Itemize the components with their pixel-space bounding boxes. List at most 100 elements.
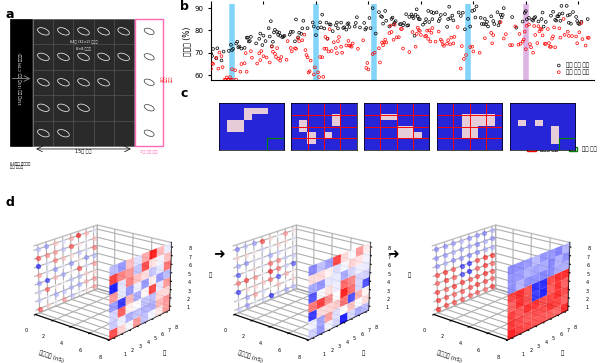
숨김 기능 포함: [505, 42, 515, 48]
숨김 기능 제외: [435, 16, 445, 22]
숨김 기능 포함: [467, 44, 477, 49]
숨김 기능 포함: [550, 44, 560, 50]
숨김 기능 제외: [219, 49, 229, 54]
숨김 기능 포함: [446, 35, 456, 41]
숨김 기능 포함: [314, 74, 324, 80]
Bar: [559, 138, 575, 150]
숨김 기능 제외: [539, 24, 548, 29]
숨김 기능 포함: [554, 25, 564, 31]
Text: 32개
시냅스
변환도: 32개 시냅스 변환도: [160, 75, 173, 82]
숨김 기능 포함: [572, 40, 582, 46]
숨김 기능 제외: [460, 26, 470, 32]
숨김 기능 포함: [386, 23, 395, 28]
숨김 기능 제외: [291, 17, 301, 23]
숨김 기능 포함: [303, 54, 313, 60]
숨김 기능 포함: [337, 50, 347, 56]
숨김 기능 포함: [347, 44, 356, 50]
숨김 기능 제외: [546, 13, 556, 19]
숨김 기능 포함: [535, 28, 544, 34]
숨김 기능 제외: [533, 19, 543, 24]
숨김 기능 제외: [470, 7, 479, 13]
숨김 기능 제외: [331, 23, 341, 28]
숨김 기능 포함: [434, 29, 443, 34]
숨김 기능 제외: [482, 19, 492, 25]
숨김 기능 포함: [241, 50, 250, 56]
숨김 기능 포함: [320, 34, 330, 40]
숨김 기능 제외: [316, 20, 325, 25]
숨김 기능 포함: [218, 64, 227, 70]
숨김 기능 제외: [466, 24, 475, 29]
Text: ➜: ➜: [387, 247, 399, 261]
숨김 기능 포함: [290, 45, 300, 51]
숨김 기능 제외: [550, 17, 560, 23]
숨김 기능 포함: [380, 37, 390, 42]
숨김 기능 제외: [490, 21, 499, 27]
숨김 기능 제외: [365, 25, 375, 31]
숨김 기능 포함: [346, 43, 355, 49]
숨김 기능 제외: [391, 18, 400, 24]
숨김 기능 포함: [379, 40, 389, 45]
숨김 기능 포함: [257, 48, 266, 54]
숨김 기능 제외: [345, 24, 355, 30]
숨김 기능 제외: [378, 21, 388, 26]
숨김 기능 제외: [487, 13, 496, 19]
숨김 기능 포함: [519, 37, 529, 42]
숨김 기능 제외: [245, 38, 254, 44]
숨김 기능 제외: [493, 9, 502, 15]
숨김 기능 포함: [272, 45, 282, 51]
숨김 기능 제외: [399, 20, 409, 26]
숨김 기능 제외: [286, 29, 296, 35]
숨김 기능 제외: [382, 18, 391, 24]
숨김 기능 제외: [568, 9, 578, 15]
숨김 기능 제외: [541, 19, 551, 25]
숨김 기능 제외: [413, 13, 422, 19]
숨김 기능 제외: [554, 11, 564, 17]
숨김 기능 포함: [230, 67, 240, 73]
숨김 기능 제외: [288, 29, 298, 35]
숨김 기능 제외: [477, 21, 487, 27]
숨김 기능 포함: [345, 43, 355, 49]
숨김 기능 제외: [495, 19, 505, 25]
숨김 기능 포함: [547, 36, 557, 42]
숨김 기능 제외: [316, 24, 326, 30]
숨김 기능 제외: [496, 12, 505, 18]
숨김 기능 포함: [374, 45, 383, 51]
숨김 기능 제외: [449, 17, 458, 23]
숨김 기능 제외: [340, 24, 349, 30]
숨김 기능 포함: [298, 37, 307, 43]
숨김 기능 제외: [571, 14, 581, 20]
숨김 기능 제외: [566, 21, 576, 26]
숨김 기능 포함: [424, 28, 434, 33]
Bar: [486, 138, 502, 150]
숨김 기능 제외: [267, 43, 277, 49]
숨김 기능 제외: [224, 48, 233, 54]
숨김 기능 제외: [211, 56, 221, 61]
숨김 기능 포함: [404, 49, 414, 55]
숨김 기능 제외: [498, 12, 508, 18]
숨김 기능 포함: [392, 34, 401, 40]
숨김 기능 제외: [325, 21, 334, 27]
숨김 기능 제외: [207, 53, 217, 59]
숨김 기능 포함: [319, 74, 328, 80]
숨김 기능 포함: [256, 57, 265, 63]
숨김 기능 제외: [558, 11, 568, 16]
숨김 기능 제외: [269, 29, 279, 35]
숨김 기능 포함: [286, 45, 296, 51]
숨김 기능 제외: [285, 32, 295, 37]
숨김 기능 포함: [411, 44, 421, 50]
숨김 기능 포함: [469, 49, 478, 54]
숨김 기능 제외: [575, 21, 584, 27]
Text: 1개 백업 뉴런: 1개 백업 뉴런: [140, 149, 158, 153]
숨김 기능 포함: [575, 29, 584, 35]
숨김 기능 제외: [415, 16, 425, 22]
숨김 기능 제외: [538, 10, 547, 16]
숨김 기능 제외: [385, 24, 394, 29]
숨김 기능 제외: [268, 39, 278, 45]
숨김 기능 포함: [247, 55, 257, 61]
숨김 기능 제외: [386, 16, 396, 22]
숨김 기능 제외: [518, 19, 527, 24]
숨김 기능 포함: [416, 32, 425, 38]
숨김 기능 제외: [436, 12, 446, 18]
숨김 기능 포함: [316, 54, 325, 60]
숨김 기능 포함: [397, 26, 407, 32]
